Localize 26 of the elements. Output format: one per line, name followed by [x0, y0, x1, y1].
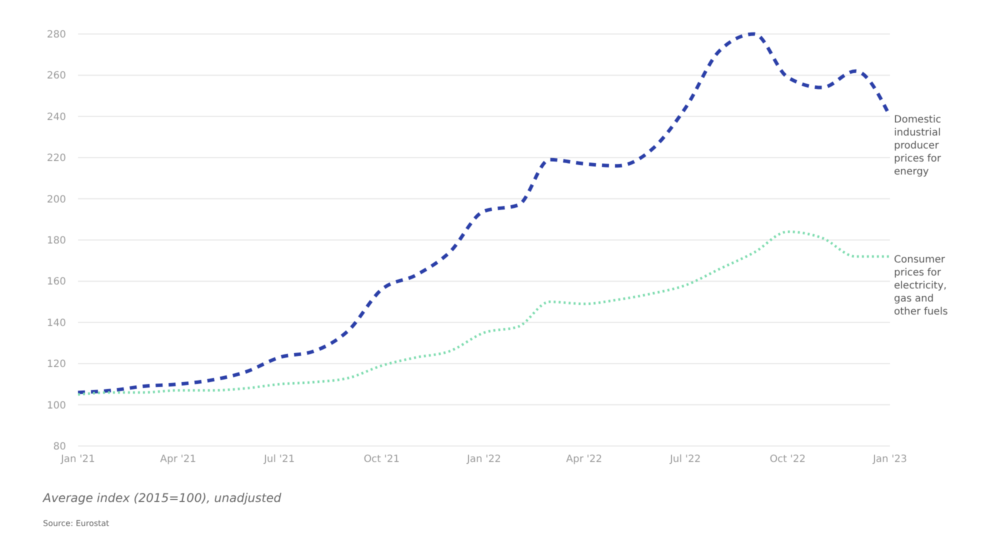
y-tick-label: 260 — [46, 70, 66, 82]
y-tick-label: 140 — [46, 318, 66, 329]
x-tick-label: Oct '21 — [364, 454, 400, 465]
x-tick-label: Oct '22 — [770, 454, 806, 465]
x-tick-label: Apr '22 — [566, 454, 602, 465]
x-tick-label: Jan '23 — [872, 454, 908, 465]
y-tick-label: 280 — [46, 30, 66, 40]
y-tick-label: 200 — [46, 194, 66, 206]
y-tick-label: 80 — [53, 442, 66, 452]
source-note: Source: Eurostat — [43, 519, 110, 528]
y-tick-label: 240 — [46, 112, 66, 123]
y-tick-label: 180 — [46, 236, 66, 246]
y-tick-label: 220 — [46, 153, 66, 164]
y-tick-label: 120 — [46, 359, 66, 370]
y-tick-label: 160 — [46, 276, 66, 288]
x-tick-label: Jul '21 — [262, 454, 295, 465]
x-tick-label: Jul '22 — [668, 454, 701, 465]
line-series — [76, 230, 892, 396]
x-tick-label: Apr '21 — [160, 454, 196, 465]
y-tick-label: 100 — [46, 400, 66, 412]
series-label: Domestic industrial producer prices for energy — [894, 114, 942, 178]
text: Average index (2015=100), unadjusted — [42, 491, 282, 505]
series-label: Consumer prices for electricity, gas and other fuels — [894, 254, 948, 318]
x-tick-label: Jan '21 — [60, 454, 96, 465]
x-tick-label: Jan '22 — [466, 454, 502, 465]
line-series — [76, 32, 892, 394]
